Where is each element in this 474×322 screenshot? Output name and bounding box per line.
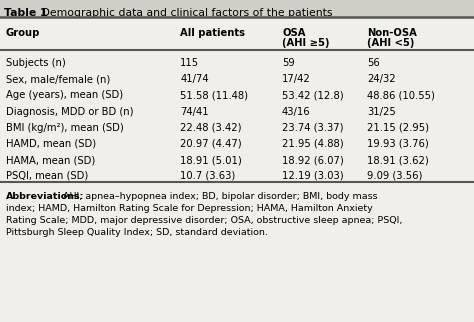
Text: 24/32: 24/32	[367, 74, 396, 84]
Text: (AHI <5): (AHI <5)	[367, 38, 415, 48]
Text: 115: 115	[180, 58, 199, 68]
Text: 53.42 (12.8): 53.42 (12.8)	[282, 90, 344, 100]
Text: 59: 59	[282, 58, 295, 68]
Text: 56: 56	[367, 58, 380, 68]
Text: (AHI ≥5): (AHI ≥5)	[282, 38, 329, 48]
Text: Table 1 Demographic data and clinical factors of the patients: Table 1 Demographic data and clinical fa…	[4, 8, 337, 18]
Text: index; HAMD, Hamilton Rating Scale for Depression; HAMA, Hamilton Anxiety: index; HAMD, Hamilton Rating Scale for D…	[6, 204, 373, 213]
Text: 17/42: 17/42	[282, 74, 311, 84]
Text: 74/41: 74/41	[180, 107, 209, 117]
Text: 18.91 (3.62): 18.91 (3.62)	[367, 155, 429, 165]
Text: Demographic data and clinical factors of the patients: Demographic data and clinical factors of…	[38, 8, 332, 18]
Text: 43/16: 43/16	[282, 107, 310, 117]
Text: Group: Group	[6, 28, 40, 38]
Text: Non-OSA: Non-OSA	[367, 28, 417, 38]
Text: 41/74: 41/74	[180, 74, 209, 84]
Text: 10.7 (3.63): 10.7 (3.63)	[180, 171, 236, 181]
Text: 18.92 (6.07): 18.92 (6.07)	[282, 155, 344, 165]
Text: 23.74 (3.37): 23.74 (3.37)	[282, 123, 344, 133]
Text: Table 1: Table 1	[4, 8, 47, 18]
Text: 21.95 (4.88): 21.95 (4.88)	[282, 139, 344, 149]
Text: 21.15 (2.95): 21.15 (2.95)	[367, 123, 429, 133]
Text: 31/25: 31/25	[367, 107, 396, 117]
Text: PSQI, mean (SD): PSQI, mean (SD)	[6, 171, 88, 181]
Text: 18.91 (5.01): 18.91 (5.01)	[180, 155, 242, 165]
Text: Age (years), mean (SD): Age (years), mean (SD)	[6, 90, 123, 100]
Text: Sex, male/female (n): Sex, male/female (n)	[6, 74, 110, 84]
Text: 12.19 (3.03): 12.19 (3.03)	[282, 171, 344, 181]
Text: HAMD, mean (SD): HAMD, mean (SD)	[6, 139, 96, 149]
Text: HAMA, mean (SD): HAMA, mean (SD)	[6, 155, 95, 165]
Text: 51.58 (11.48): 51.58 (11.48)	[180, 90, 248, 100]
Text: 22.48 (3.42): 22.48 (3.42)	[180, 123, 242, 133]
Text: Subjects (n): Subjects (n)	[6, 58, 65, 68]
Text: Rating Scale; MDD, major depressive disorder; OSA, obstructive sleep apnea; PSQI: Rating Scale; MDD, major depressive diso…	[6, 216, 402, 225]
Text: OSA: OSA	[282, 28, 306, 38]
Text: AHI, apnea–hypopnea index; BD, bipolar disorder; BMI, body mass: AHI, apnea–hypopnea index; BD, bipolar d…	[60, 192, 378, 201]
Text: BMI (kg/m²), mean (SD): BMI (kg/m²), mean (SD)	[6, 123, 123, 133]
Text: 19.93 (3.76): 19.93 (3.76)	[367, 139, 429, 149]
Text: 20.97 (4.47): 20.97 (4.47)	[180, 139, 242, 149]
Text: Diagnosis, MDD or BD (n): Diagnosis, MDD or BD (n)	[6, 107, 133, 117]
Text: 9.09 (3.56): 9.09 (3.56)	[367, 171, 423, 181]
Text: Pittsburgh Sleep Quality Index; SD, standard deviation.: Pittsburgh Sleep Quality Index; SD, stan…	[6, 228, 267, 237]
Text: Abbreviations:: Abbreviations:	[6, 192, 84, 201]
Text: All patients: All patients	[180, 28, 245, 38]
Text: 48.86 (10.55): 48.86 (10.55)	[367, 90, 435, 100]
